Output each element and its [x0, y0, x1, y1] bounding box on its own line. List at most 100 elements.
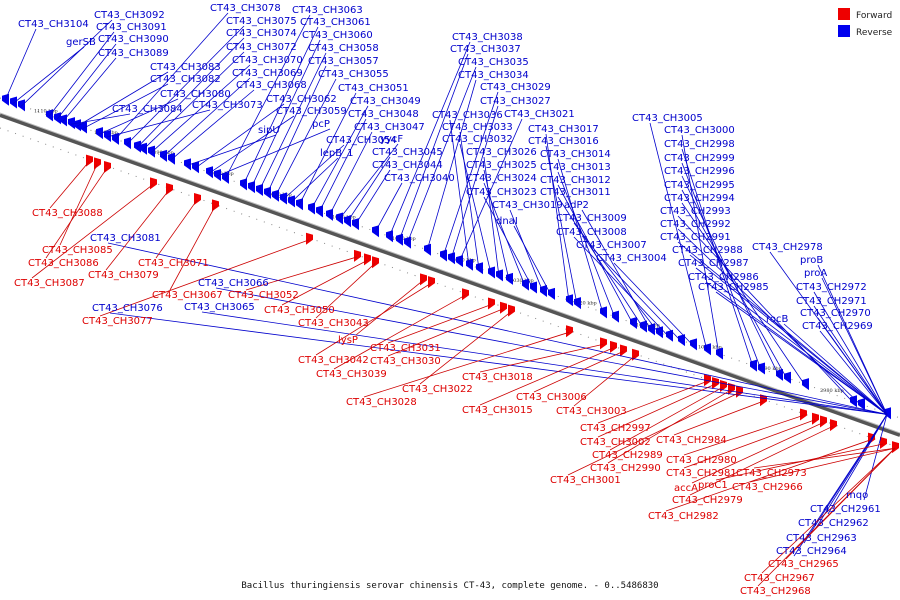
reverse-gene-glyph[interactable]	[716, 347, 723, 360]
reverse-gene-label[interactable]: CT43_CH3070	[232, 55, 303, 66]
reverse-gene-glyph[interactable]	[690, 338, 697, 351]
forward-gene-label[interactable]: CT43_CH3050	[264, 305, 335, 316]
reverse-gene-label[interactable]: CT43_CH2995	[664, 180, 735, 191]
forward-gene-label[interactable]: CT43_CH3052	[228, 290, 299, 301]
reverse-gene-label[interactable]: CT43_CH2970	[800, 308, 871, 319]
reverse-gene-label[interactable]: CT43_CH3073	[192, 100, 263, 111]
reverse-gene-glyph[interactable]	[288, 195, 295, 208]
forward-gene-glyph[interactable]	[462, 288, 469, 301]
reverse-gene-label[interactable]: CT43_CH3016	[528, 136, 599, 147]
forward-gene-glyph[interactable]	[760, 394, 767, 407]
forward-gene-label[interactable]: CT43_CH2967	[744, 573, 815, 584]
reverse-gene-glyph[interactable]	[18, 99, 25, 112]
forward-gene-label[interactable]: CT43_CH2966	[732, 482, 803, 493]
forward-gene-label[interactable]: CT43_CH3071	[138, 258, 209, 269]
reverse-gene-label[interactable]: CT43_CH2994	[664, 193, 735, 204]
reverse-gene-label[interactable]: CT43_CH3040	[384, 173, 455, 184]
forward-gene-glyph[interactable]	[166, 183, 173, 196]
forward-gene-glyph[interactable]	[728, 382, 735, 395]
reverse-gene-label[interactable]: CT43_CH3011	[540, 187, 611, 198]
forward-gene-label[interactable]: accA	[674, 483, 698, 494]
forward-gene-glyph[interactable]	[800, 408, 807, 421]
reverse-gene-glyph[interactable]	[148, 145, 155, 158]
forward-gene-label[interactable]: CT43_CH3088	[32, 208, 103, 219]
reverse-gene-label[interactable]: CT43_CH3047	[354, 122, 425, 133]
reverse-gene-label[interactable]: CT43_CH3083	[150, 62, 221, 73]
reverse-gene-glyph[interactable]	[74, 119, 81, 132]
reverse-gene-glyph[interactable]	[648, 323, 655, 336]
reverse-gene-label[interactable]: CT43_CH3054	[326, 135, 397, 146]
reverse-gene-glyph[interactable]	[104, 129, 111, 142]
reverse-gene-label[interactable]: CT43_CH3078	[210, 3, 281, 14]
forward-gene-label[interactable]: CT43_CH2981	[666, 468, 737, 479]
reverse-gene-label[interactable]: CT43_CH2985	[698, 282, 769, 293]
reverse-gene-label[interactable]: rocB	[766, 314, 789, 325]
reverse-gene-label[interactable]: CT43_CH3063	[292, 5, 363, 16]
forward-gene-glyph[interactable]	[150, 177, 157, 190]
forward-gene-glyph[interactable]	[600, 337, 607, 350]
reverse-gene-label[interactable]: CT43_CH3034	[458, 70, 529, 81]
reverse-gene-label[interactable]: CT43_CH3021	[504, 109, 575, 120]
reverse-gene-label[interactable]: CT43_CH3074	[226, 28, 297, 39]
forward-gene-label[interactable]: CT43_CH3085	[42, 245, 113, 256]
reverse-gene-label[interactable]: CT43_CH3009	[556, 213, 627, 224]
reverse-gene-label[interactable]: gerSB	[66, 37, 96, 48]
reverse-gene-label[interactable]: CT43_CH3008	[556, 227, 627, 238]
forward-gene-glyph[interactable]	[812, 412, 819, 425]
reverse-gene-label[interactable]: proB	[800, 255, 823, 266]
reverse-gene-label[interactable]: CT43_CH2993	[660, 206, 731, 217]
reverse-gene-label[interactable]: CT43_CH3005	[632, 113, 703, 124]
reverse-gene-glyph[interactable]	[214, 169, 221, 182]
forward-gene-glyph[interactable]	[488, 297, 495, 310]
forward-gene-label[interactable]: CT43_CH3077	[82, 316, 153, 327]
forward-gene-glyph[interactable]	[500, 301, 507, 314]
forward-gene-label[interactable]: CT43_CH3002	[580, 437, 651, 448]
reverse-gene-label[interactable]: dnaI	[496, 216, 518, 227]
reverse-gene-glyph[interactable]	[566, 294, 573, 307]
reverse-gene-label[interactable]: CT43_CH3004	[596, 253, 667, 264]
reverse-gene-glyph[interactable]	[466, 258, 473, 271]
reverse-gene-glyph[interactable]	[488, 266, 495, 279]
reverse-gene-glyph[interactable]	[704, 343, 711, 356]
reverse-gene-label[interactable]: CT43_CH3089	[98, 48, 169, 59]
reverse-gene-label[interactable]: CT43_CH3075	[226, 16, 297, 27]
reverse-gene-glyph[interactable]	[530, 281, 537, 294]
reverse-gene-label[interactable]: CT43_CH3025	[466, 160, 537, 171]
reverse-gene-glyph[interactable]	[80, 121, 87, 134]
reverse-gene-glyph[interactable]	[630, 317, 637, 329]
reverse-gene-label[interactable]: CT43_CH2986	[688, 272, 759, 283]
reverse-gene-label[interactable]: CT43_CH3026	[466, 147, 537, 158]
reverse-gene-label[interactable]: CT43_CH3084	[112, 104, 183, 115]
reverse-gene-glyph[interactable]	[548, 287, 555, 300]
reverse-gene-label[interactable]: CT43_CH3007	[576, 240, 647, 251]
reverse-gene-label[interactable]: CT43_CH2988	[672, 245, 743, 256]
reverse-gene-label[interactable]: yycF	[380, 134, 403, 145]
forward-gene-label[interactable]: CT43_CH3018	[462, 372, 533, 383]
reverse-gene-glyph[interactable]	[656, 326, 663, 339]
reverse-gene-label[interactable]: CT43_CH2964	[776, 546, 847, 557]
reverse-gene-label[interactable]: CT43_CH3062	[266, 94, 337, 105]
forward-gene-label[interactable]: CT43_CH3015	[462, 405, 533, 416]
forward-gene-label[interactable]: CT43_CH3042	[298, 355, 369, 366]
forward-gene-glyph[interactable]	[306, 232, 313, 245]
forward-gene-glyph[interactable]	[830, 419, 837, 432]
reverse-gene-label[interactable]: pcP	[312, 119, 330, 130]
reverse-gene-label[interactable]: mqo	[846, 490, 868, 501]
forward-gene-glyph[interactable]	[428, 276, 435, 289]
reverse-gene-label[interactable]: CT43_CH3051	[338, 83, 409, 94]
forward-gene-glyph[interactable]	[880, 436, 887, 449]
reverse-gene-label[interactable]: CT43_CH3058	[308, 43, 379, 54]
reverse-gene-glyph[interactable]	[574, 297, 581, 310]
reverse-gene-label[interactable]: CT43_CH3038	[452, 32, 523, 43]
reverse-gene-label[interactable]: lepB_1	[320, 148, 354, 159]
reverse-gene-glyph[interactable]	[184, 158, 191, 171]
reverse-gene-label[interactable]: CT43_CH3032	[442, 134, 513, 145]
forward-gene-glyph[interactable]	[354, 249, 361, 262]
reverse-gene-label[interactable]: CT43_CH3027	[480, 96, 551, 107]
forward-gene-label[interactable]: CT43_CH3031	[370, 343, 441, 354]
forward-gene-label[interactable]: CT43_CH3028	[346, 397, 417, 408]
forward-gene-label[interactable]: CT43_CH2973	[736, 468, 807, 479]
reverse-gene-label[interactable]: CT43_CH3090	[98, 34, 169, 45]
reverse-gene-label[interactable]: CT43_CH3080	[160, 89, 231, 100]
forward-gene-label[interactable]: CT43_CH3022	[402, 384, 473, 395]
